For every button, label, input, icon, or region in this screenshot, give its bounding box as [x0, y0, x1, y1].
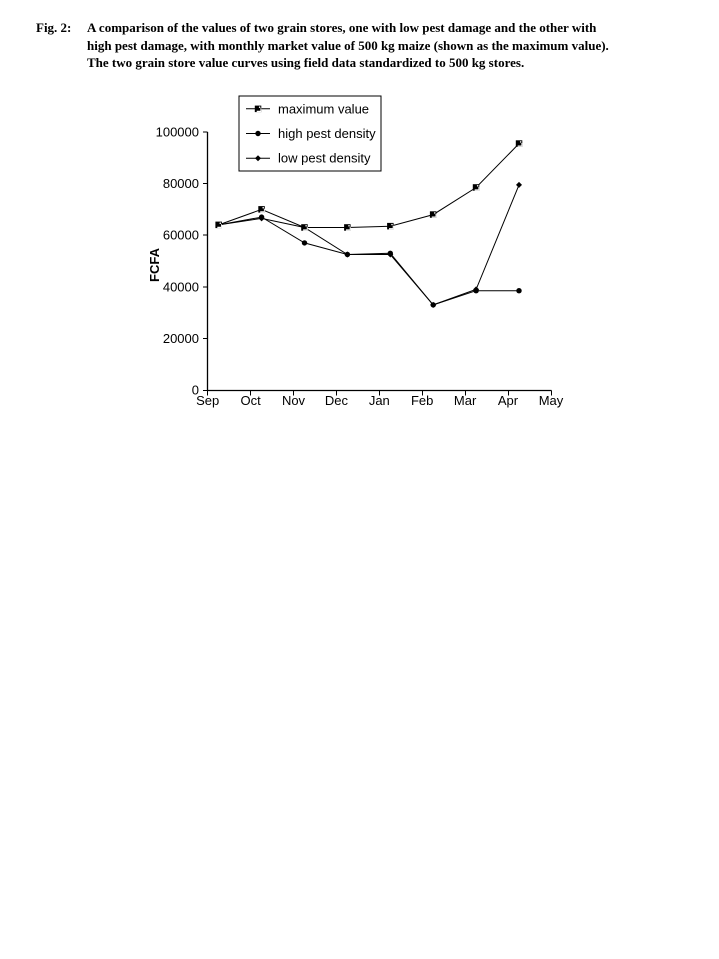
- svg-text:Oct: Oct: [240, 393, 261, 408]
- svg-text:80000: 80000: [163, 176, 199, 191]
- svg-text:FCFA: FCFA: [147, 247, 162, 282]
- svg-text:40000: 40000: [163, 279, 199, 294]
- svg-text:low pest density: low pest density: [278, 151, 371, 166]
- svg-text:maximum value: maximum value: [278, 101, 369, 116]
- svg-text:60000: 60000: [163, 228, 199, 243]
- svg-text:Nov: Nov: [282, 393, 306, 408]
- svg-text:Mar: Mar: [454, 393, 477, 408]
- svg-text:Apr: Apr: [498, 393, 519, 408]
- svg-text:May: May: [539, 393, 564, 408]
- svg-text:Dec: Dec: [325, 393, 349, 408]
- svg-text:high pest density: high pest density: [278, 126, 376, 141]
- svg-text:20000: 20000: [163, 331, 199, 346]
- svg-text:Sep: Sep: [196, 393, 219, 408]
- svg-text:Jan: Jan: [369, 393, 390, 408]
- svg-text:100000: 100000: [156, 125, 199, 140]
- svg-text:Feb: Feb: [411, 393, 433, 408]
